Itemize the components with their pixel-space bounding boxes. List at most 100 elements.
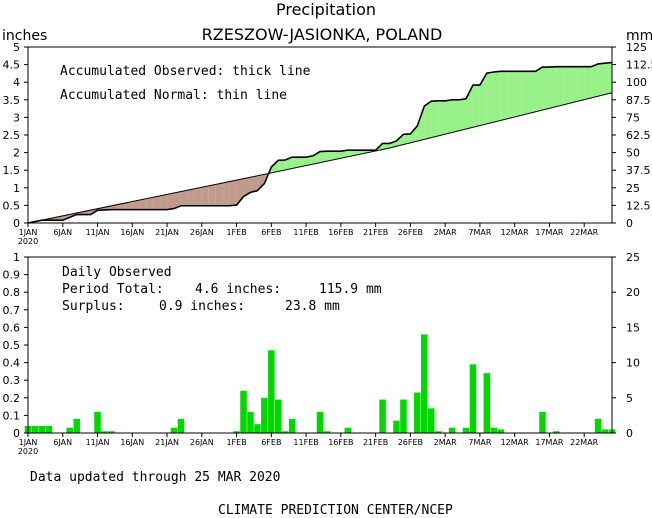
y-tick-label-left: 3.5 bbox=[3, 94, 21, 107]
deficit-fill bbox=[229, 180, 237, 206]
y-tick-label-right: 75 bbox=[626, 111, 640, 124]
x-tick-label: 12MAR bbox=[501, 228, 530, 237]
daily-bar bbox=[497, 429, 505, 433]
daily-x-axis: 1JAN 6JAN 11JAN 16JAN 21JAN 26JAN 1FEB 6FEB 11FE… bbox=[18, 433, 599, 456]
daily-bar bbox=[462, 427, 470, 433]
daily-bar bbox=[73, 418, 80, 433]
x-tick-label: 11FEB bbox=[293, 438, 318, 447]
y-tick-label-left: 0.5 bbox=[3, 199, 21, 212]
y-tick-label-left: 0.9 bbox=[3, 269, 21, 282]
x-year-label: 2020 bbox=[18, 447, 38, 456]
x-tick-label: 26FEB bbox=[398, 228, 423, 237]
deficit-fill bbox=[180, 190, 188, 206]
deficit-fill bbox=[250, 175, 258, 193]
daily-bar bbox=[421, 334, 428, 433]
x-tick-label: 22MAR bbox=[570, 438, 599, 447]
daily-observed-label: Daily Observed bbox=[62, 265, 172, 280]
daily-bar bbox=[427, 408, 435, 433]
daily-bar bbox=[601, 429, 609, 433]
x-tick-label: 12MAR bbox=[501, 438, 530, 447]
daily-bar bbox=[539, 411, 546, 433]
deficit-fill bbox=[146, 197, 154, 210]
y-tick-label-left: 4.5 bbox=[3, 59, 21, 72]
surplus-fill bbox=[347, 150, 355, 157]
daily-bar bbox=[448, 427, 456, 433]
surplus-fill bbox=[438, 100, 446, 136]
surplus-fill bbox=[361, 150, 369, 154]
x-tick-label: 2MAR bbox=[434, 438, 457, 447]
daily-bar bbox=[177, 418, 185, 433]
y-tick-label-left: 4 bbox=[13, 76, 20, 89]
x-tick-label: 16FEB bbox=[328, 228, 353, 237]
chart-title: Precipitation bbox=[276, 0, 376, 19]
period-total-mm: 115.9 mm bbox=[319, 282, 382, 297]
surplus-fill bbox=[410, 125, 418, 143]
y-tick-label-left: 0.3 bbox=[3, 374, 21, 387]
surplus-fill bbox=[556, 66, 564, 107]
y-tick-label-right: 25 bbox=[626, 182, 640, 195]
x-tick-label: 1JAN bbox=[19, 228, 38, 237]
deficit-fill bbox=[208, 184, 216, 206]
y-tick-label-left: 0.1 bbox=[3, 409, 21, 422]
daily-bar bbox=[594, 418, 602, 433]
daily-bar bbox=[490, 427, 498, 433]
surplus-inches: 0.9 inches: bbox=[159, 299, 245, 314]
daily-bars bbox=[24, 334, 616, 433]
surplus-fill bbox=[507, 71, 515, 119]
surplus-fill bbox=[486, 71, 494, 124]
daily-bar bbox=[288, 418, 296, 433]
surplus-fill bbox=[500, 71, 508, 121]
daily-bar bbox=[233, 431, 240, 433]
x-tick-label: 6JAN bbox=[53, 438, 72, 447]
daily-panel: 00.10.20.30.40.50.60.70.80.910510152025 … bbox=[3, 251, 641, 456]
y-tick-label-left: 0.6 bbox=[3, 321, 21, 334]
y-tick-label-right: 0 bbox=[626, 427, 633, 440]
x-tick-label: 26JAN bbox=[190, 228, 214, 237]
surplus-fill bbox=[340, 150, 348, 159]
x-tick-label: 1JAN bbox=[19, 438, 38, 447]
surplus-fill bbox=[570, 66, 578, 104]
y-tick-label-right: 0 bbox=[626, 217, 633, 230]
surplus-fill bbox=[403, 133, 411, 145]
x-year-label: 2020 bbox=[18, 237, 38, 246]
x-tick-label: 11JAN bbox=[86, 438, 110, 447]
daily-bar bbox=[108, 431, 115, 433]
deficit-fill bbox=[194, 187, 202, 206]
daily-bar bbox=[66, 427, 73, 433]
daily-bar bbox=[414, 392, 421, 433]
surplus-fill bbox=[472, 85, 480, 128]
y-tick-label-right: 12.5 bbox=[626, 199, 651, 212]
x-tick-label: 16JAN bbox=[120, 438, 144, 447]
surplus-fill bbox=[542, 67, 550, 111]
surplus-fill bbox=[278, 159, 286, 172]
surplus-fill bbox=[424, 101, 432, 140]
daily-bar bbox=[400, 399, 407, 433]
x-tick-label: 22MAR bbox=[570, 228, 599, 237]
y-tick-label-left: 0.8 bbox=[3, 286, 21, 299]
x-tick-label: 21FEB bbox=[363, 228, 388, 237]
x-tick-label: 11JAN bbox=[86, 228, 110, 237]
daily-bar bbox=[170, 427, 178, 433]
deficit-fill bbox=[118, 202, 126, 210]
surplus-fill bbox=[299, 157, 307, 168]
x-tick-label: 21FEB bbox=[363, 438, 388, 447]
y-tick-label-left: 5 bbox=[13, 41, 20, 54]
left-unit-label: inches bbox=[2, 28, 47, 44]
daily-bar bbox=[281, 431, 289, 433]
surplus-fill bbox=[493, 71, 501, 123]
x-tick-label: 2MAR bbox=[434, 228, 457, 237]
y-tick-label-left: 0 bbox=[13, 427, 20, 440]
accumulated-x-axis: 1JAN 6JAN 11JAN 16JAN 21JAN 26JAN 1FEB 6FEB 11FE… bbox=[18, 223, 599, 246]
daily-bar bbox=[393, 420, 400, 433]
accumulated-normal-line bbox=[27, 92, 613, 224]
deficit-fill bbox=[243, 177, 251, 197]
daily-bar bbox=[316, 411, 324, 433]
daily-bar bbox=[344, 427, 352, 433]
deficit-fill bbox=[132, 200, 140, 210]
x-tick-label: 7MAR bbox=[468, 228, 491, 237]
y-tick-label-right: 112.5 bbox=[626, 59, 652, 72]
y-tick-label-left: 0.7 bbox=[3, 304, 21, 317]
daily-bar bbox=[247, 411, 254, 433]
y-tick-label-right: 37.5 bbox=[626, 164, 651, 177]
